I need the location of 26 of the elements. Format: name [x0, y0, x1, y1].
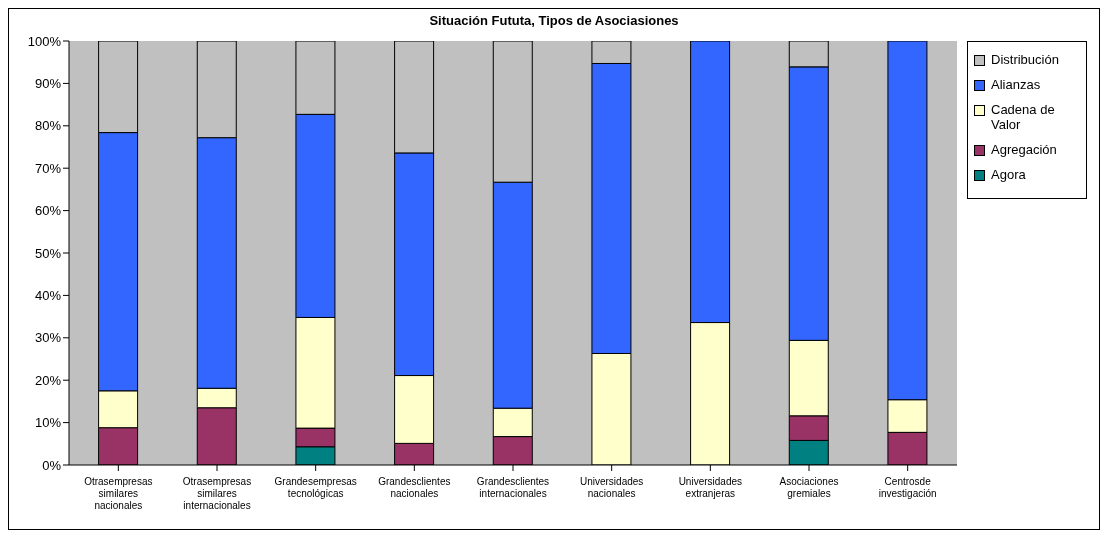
x-tick-label: Centrosde investigación	[878, 476, 937, 499]
chart-title: Situación Fututa, Tipos de Asociasiones	[428, 12, 680, 30]
x-tick-label: Grandesclientes nacionales	[378, 476, 451, 499]
x-tick-label: Asociaciones gremiales	[779, 476, 839, 499]
y-tick-label: 60%	[34, 203, 62, 219]
x-tick-label: Otrasempresas similares nacionales	[84, 476, 153, 511]
y-tick-label: 20%	[34, 372, 62, 388]
y-tick-label: 70%	[34, 160, 62, 176]
legend-label: Agora	[991, 167, 1026, 182]
y-tick-label: 0%	[42, 457, 62, 473]
y-tick-label: 100%	[27, 33, 62, 49]
y-tick-label: 90%	[34, 76, 62, 92]
legend-label: Distribución	[991, 52, 1059, 67]
x-tick-label: Grandesempresas tecnológicas	[274, 476, 357, 499]
legend-label: Alianzas	[991, 77, 1041, 92]
y-tick-label: 30%	[34, 330, 62, 346]
x-tick-label: Universidades extranjeras	[678, 476, 743, 499]
y-tick-label: 10%	[34, 415, 62, 431]
x-tick-label: Grandesclientes internacionales	[476, 476, 550, 499]
x-tick-label: Universidades nacionales	[579, 476, 644, 499]
x-tick-label: Otrasempresas similares internacionales	[182, 476, 252, 511]
legend-label: Agregación	[991, 142, 1057, 157]
y-tick-label: 80%	[34, 118, 62, 134]
y-tick-label: 50%	[34, 245, 62, 261]
y-tick-label: 40%	[34, 288, 62, 304]
legend-label: Cadena de Valor	[991, 102, 1056, 132]
